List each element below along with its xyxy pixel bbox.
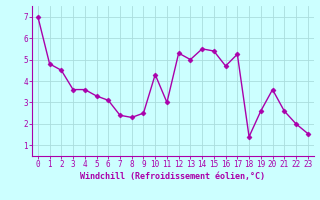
X-axis label: Windchill (Refroidissement éolien,°C): Windchill (Refroidissement éolien,°C) <box>80 172 265 181</box>
